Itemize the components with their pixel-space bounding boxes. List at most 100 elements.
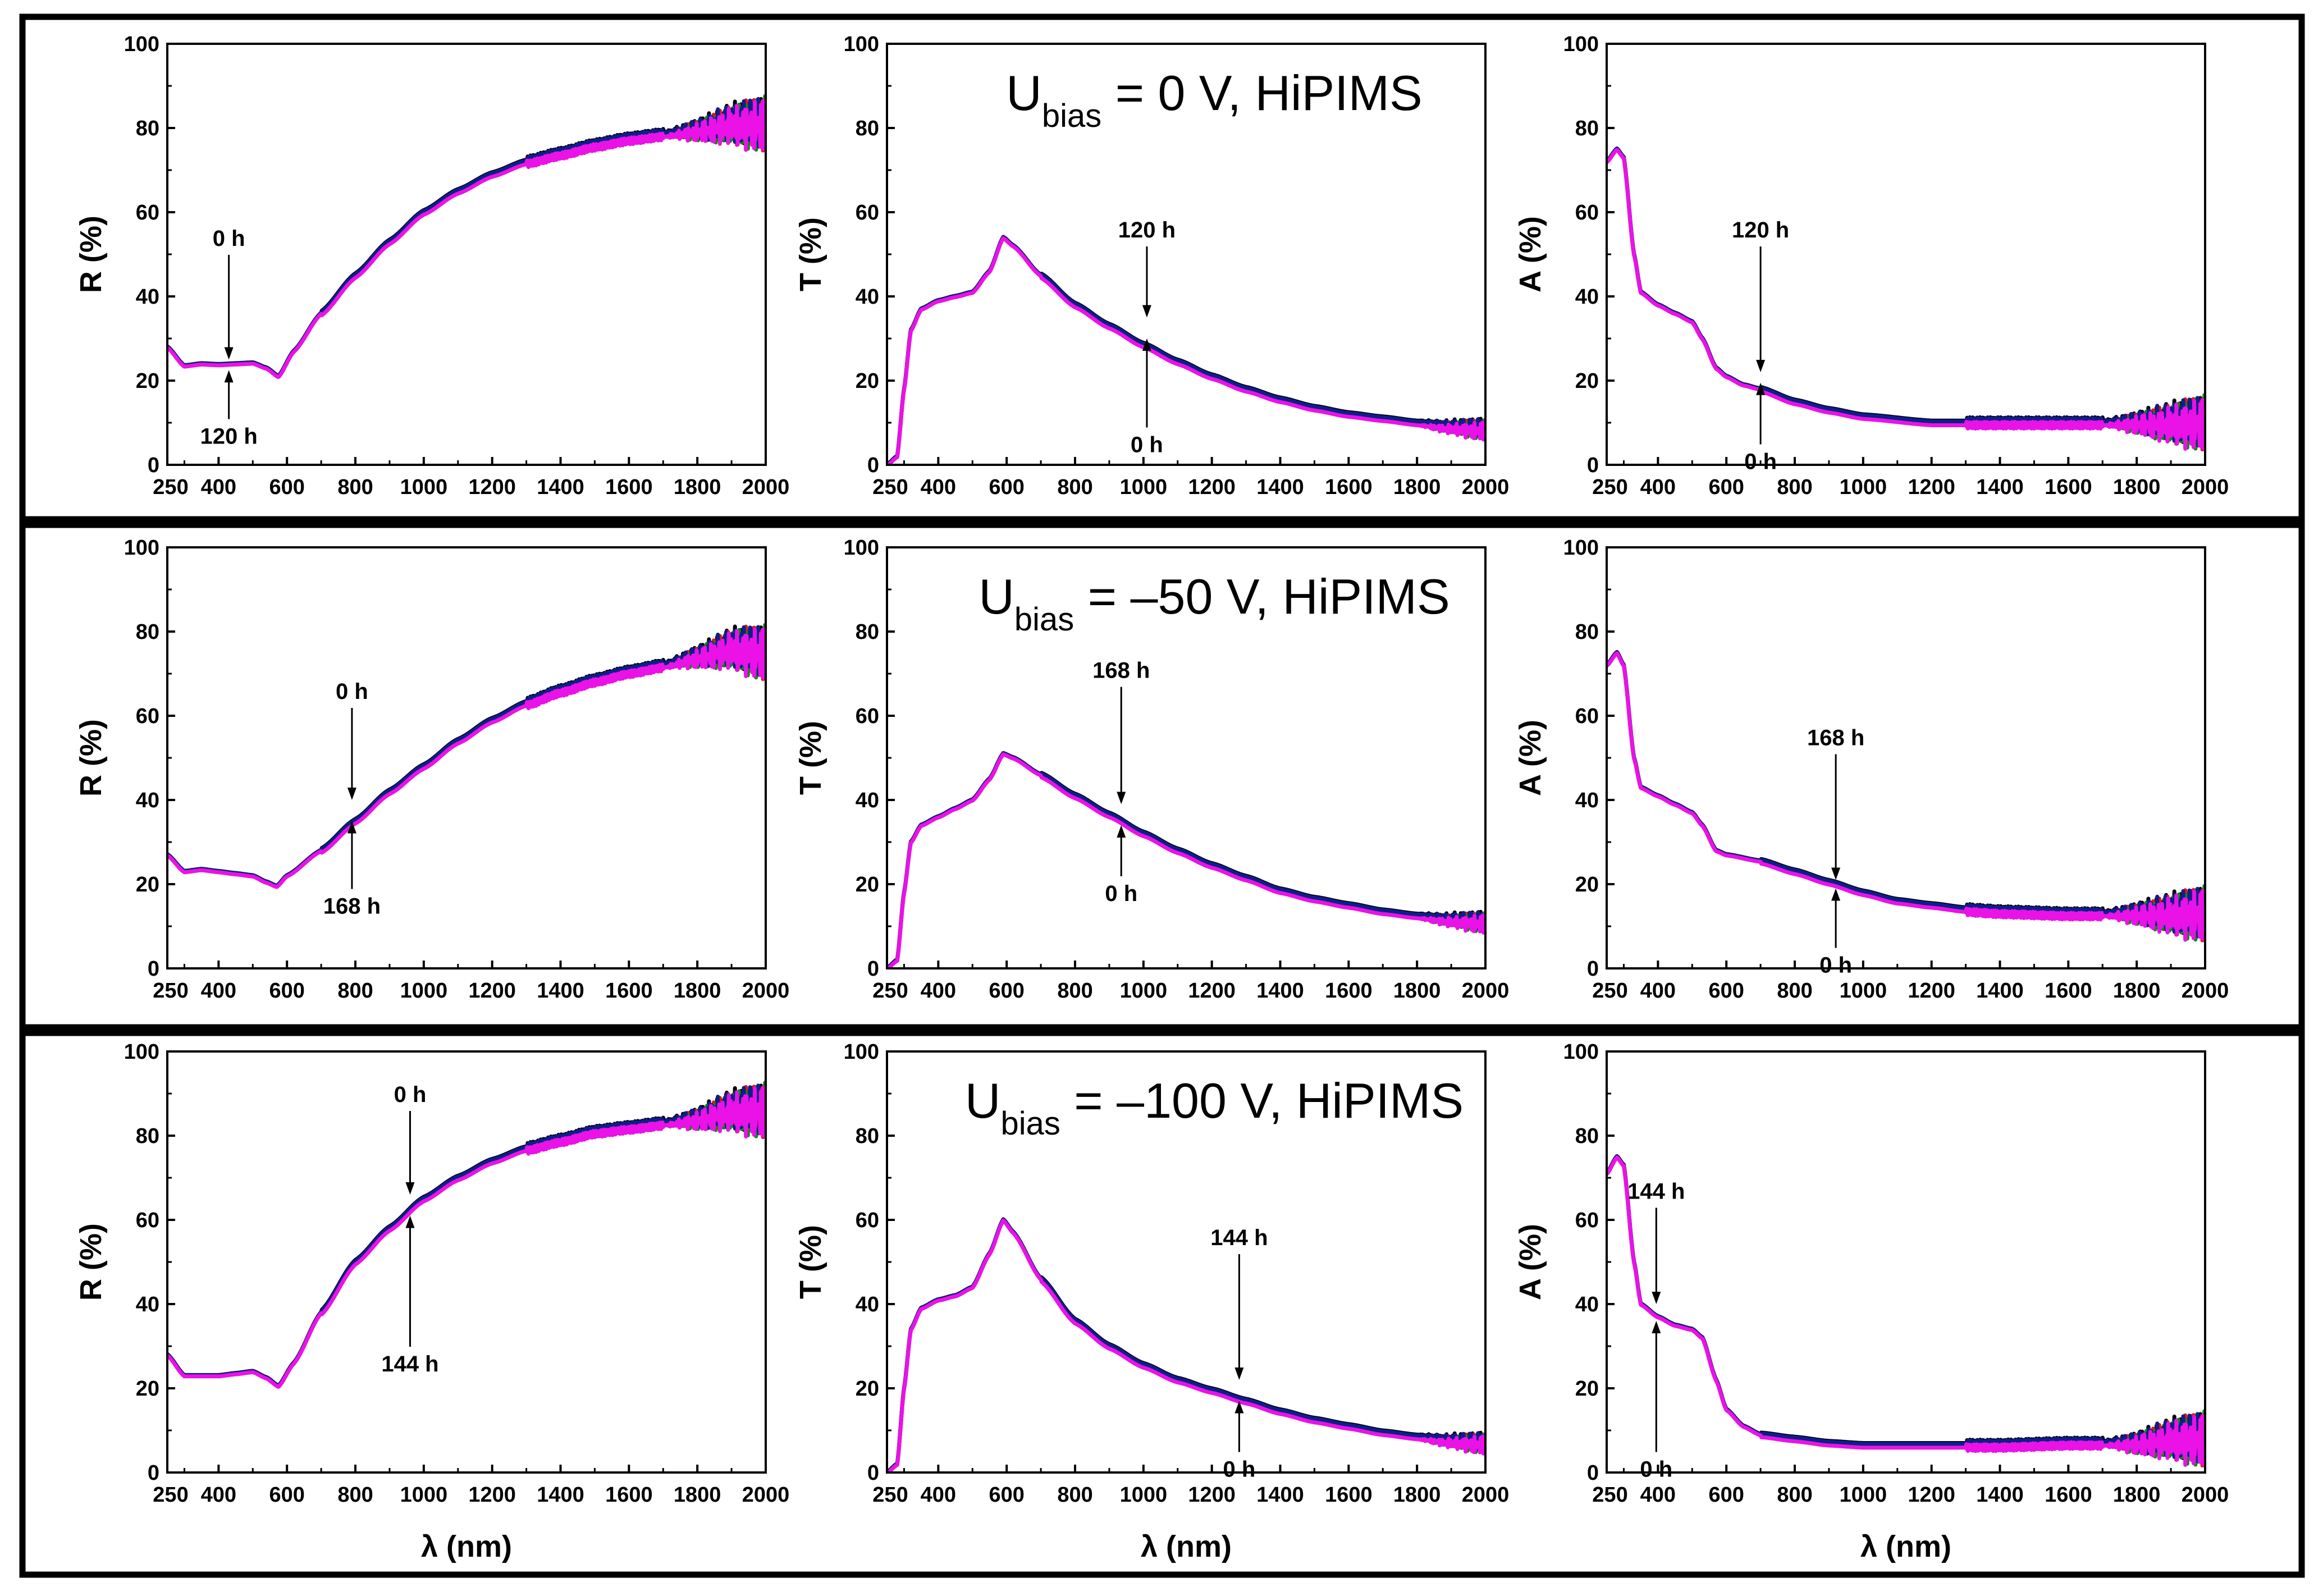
annotation-label: 0 h bbox=[1640, 1457, 1672, 1482]
x-tick-label: 400 bbox=[201, 979, 236, 1003]
x-tick-label: 1400 bbox=[537, 475, 584, 499]
y-tick-label: 100 bbox=[844, 33, 879, 56]
x-tick-label: 2000 bbox=[2182, 1483, 2229, 1507]
x-tick-label: 1400 bbox=[537, 979, 584, 1003]
title-rest: = –50 V, HiPIMS bbox=[1074, 569, 1449, 624]
series-line-magenta bbox=[167, 99, 766, 379]
x-axis-label: λ (nm) bbox=[421, 1530, 512, 1563]
x-tick-label: 1600 bbox=[2045, 979, 2092, 1003]
x-tick-label: 1600 bbox=[605, 475, 653, 499]
y-axis-label: T (%) bbox=[794, 721, 827, 795]
annotation-arrowhead bbox=[1831, 867, 1841, 880]
axes-box bbox=[1606, 1050, 2206, 1474]
y-tick-label: 100 bbox=[1563, 33, 1599, 56]
annotation-label: 168 h bbox=[1807, 726, 1864, 751]
y-axis-label: R (%) bbox=[74, 1223, 108, 1301]
y-tick-label: 80 bbox=[1575, 620, 1599, 644]
y-tick-label: 100 bbox=[1563, 536, 1599, 560]
series-line-green bbox=[1607, 651, 2205, 942]
x-tick-label: 1600 bbox=[1325, 979, 1373, 1003]
x-tick-label: 250 bbox=[153, 979, 188, 1003]
annotation-arrowhead bbox=[1234, 1368, 1244, 1380]
series-line-navy bbox=[887, 1217, 1485, 1472]
y-tick-label: 40 bbox=[136, 1293, 159, 1316]
x-tick-label: 1200 bbox=[468, 1483, 516, 1507]
annotation-label: 0 h bbox=[213, 226, 245, 251]
x-tick-label: 600 bbox=[269, 475, 304, 499]
y-axis-label: A (%) bbox=[1513, 720, 1547, 796]
x-tick-label: 2000 bbox=[2182, 475, 2229, 499]
x-tick-label: 1800 bbox=[2113, 979, 2161, 1003]
x-tick-label: 800 bbox=[337, 475, 373, 499]
x-tick-label: 2000 bbox=[742, 475, 790, 499]
y-axis-label: R (%) bbox=[74, 216, 108, 293]
y-tick-label: 100 bbox=[124, 536, 159, 560]
x-tick-label: 1400 bbox=[1976, 1483, 2024, 1507]
y-tick-label: 20 bbox=[1575, 1377, 1599, 1401]
title-subscript: bias bbox=[1014, 601, 1074, 638]
x-tick-label: 1200 bbox=[468, 475, 516, 499]
annotation-label: 144 h bbox=[1627, 1179, 1685, 1204]
x-tick-label: 1000 bbox=[400, 979, 448, 1003]
x-tick-label: 250 bbox=[872, 1483, 908, 1507]
x-tick-label: 600 bbox=[989, 979, 1024, 1003]
annotation-arrowhead bbox=[405, 1215, 415, 1228]
row-frame-2 bbox=[19, 522, 2305, 1031]
series-line-black bbox=[1607, 146, 2205, 447]
x-tick-label: 2000 bbox=[1462, 1483, 1510, 1507]
x-tick-label: 1800 bbox=[1393, 475, 1441, 499]
panel-title: Ubias = –100 V, HiPIMS bbox=[965, 1073, 1464, 1142]
series-line-magenta bbox=[1607, 148, 2205, 451]
series-line-navy bbox=[887, 235, 1485, 465]
series-line-magenta bbox=[887, 752, 1485, 968]
y-tick-label: 60 bbox=[1575, 705, 1599, 728]
x-axis-label: λ (nm) bbox=[1860, 1530, 1951, 1563]
annotation-arrowhead bbox=[1142, 305, 1151, 318]
series-line-magenta bbox=[887, 1218, 1485, 1472]
x-tick-label: 1600 bbox=[605, 979, 653, 1003]
annotation-arrowhead bbox=[224, 347, 234, 360]
series-line-green bbox=[1607, 1155, 2205, 1467]
x-tick-label: 600 bbox=[269, 1483, 304, 1507]
annotation-arrowhead bbox=[347, 788, 356, 800]
x-tick-label: 800 bbox=[337, 979, 373, 1003]
x-tick-label: 1400 bbox=[1976, 475, 2024, 499]
annotation-label: 168 h bbox=[1092, 658, 1150, 683]
y-tick-label: 40 bbox=[856, 1293, 879, 1316]
x-tick-label: 1800 bbox=[674, 1483, 721, 1507]
title-main: U bbox=[1006, 65, 1042, 121]
y-tick-label: 80 bbox=[1575, 1124, 1599, 1148]
annotation-label: 120 h bbox=[1732, 218, 1789, 243]
y-axis-label: T (%) bbox=[794, 1225, 827, 1299]
y-tick-label: 60 bbox=[136, 705, 159, 728]
y-tick-label: 20 bbox=[1575, 369, 1599, 393]
series-line-green bbox=[1607, 147, 2205, 451]
panel-R1: 250 400 600 800 1000 1200 1400 1600 1800 2000 0 20 4… bbox=[74, 536, 789, 1003]
x-tick-label: 1400 bbox=[1976, 979, 2024, 1003]
y-tick-label: 60 bbox=[856, 705, 879, 728]
x-tick-label: 800 bbox=[1777, 979, 1812, 1003]
annotation-arrowhead bbox=[1652, 1292, 1661, 1304]
x-tick-label: 2000 bbox=[1462, 475, 1510, 499]
y-tick-label: 40 bbox=[856, 789, 879, 812]
x-tick-label: 250 bbox=[1592, 979, 1627, 1003]
x-tick-label: 1800 bbox=[674, 979, 721, 1003]
x-tick-label: 1800 bbox=[2113, 1483, 2161, 1507]
y-tick-label: 20 bbox=[856, 1377, 879, 1401]
row-frame-1 bbox=[19, 13, 2305, 523]
annotation-arrowhead bbox=[405, 1182, 415, 1195]
series-line-navy bbox=[1607, 650, 2205, 939]
x-tick-label: 250 bbox=[153, 1483, 188, 1507]
panel-A1: 250 400 600 800 1000 1200 1400 1600 1800 2000 0 20 4… bbox=[1513, 536, 2229, 1003]
x-tick-label: 600 bbox=[1708, 1483, 1744, 1507]
series-line-green bbox=[887, 752, 1485, 968]
x-tick-label: 800 bbox=[337, 1483, 373, 1507]
annotation-label: 0 h bbox=[1105, 881, 1137, 906]
title-subscript: bias bbox=[1000, 1105, 1060, 1142]
x-tick-label: 1200 bbox=[1188, 1483, 1236, 1507]
y-tick-label: 100 bbox=[124, 1040, 159, 1064]
y-tick-label: 80 bbox=[136, 1124, 159, 1148]
x-tick-label: 400 bbox=[201, 1483, 236, 1507]
annotation-label: 0 h bbox=[1819, 953, 1852, 978]
annotation-label: 0 h bbox=[336, 679, 368, 704]
